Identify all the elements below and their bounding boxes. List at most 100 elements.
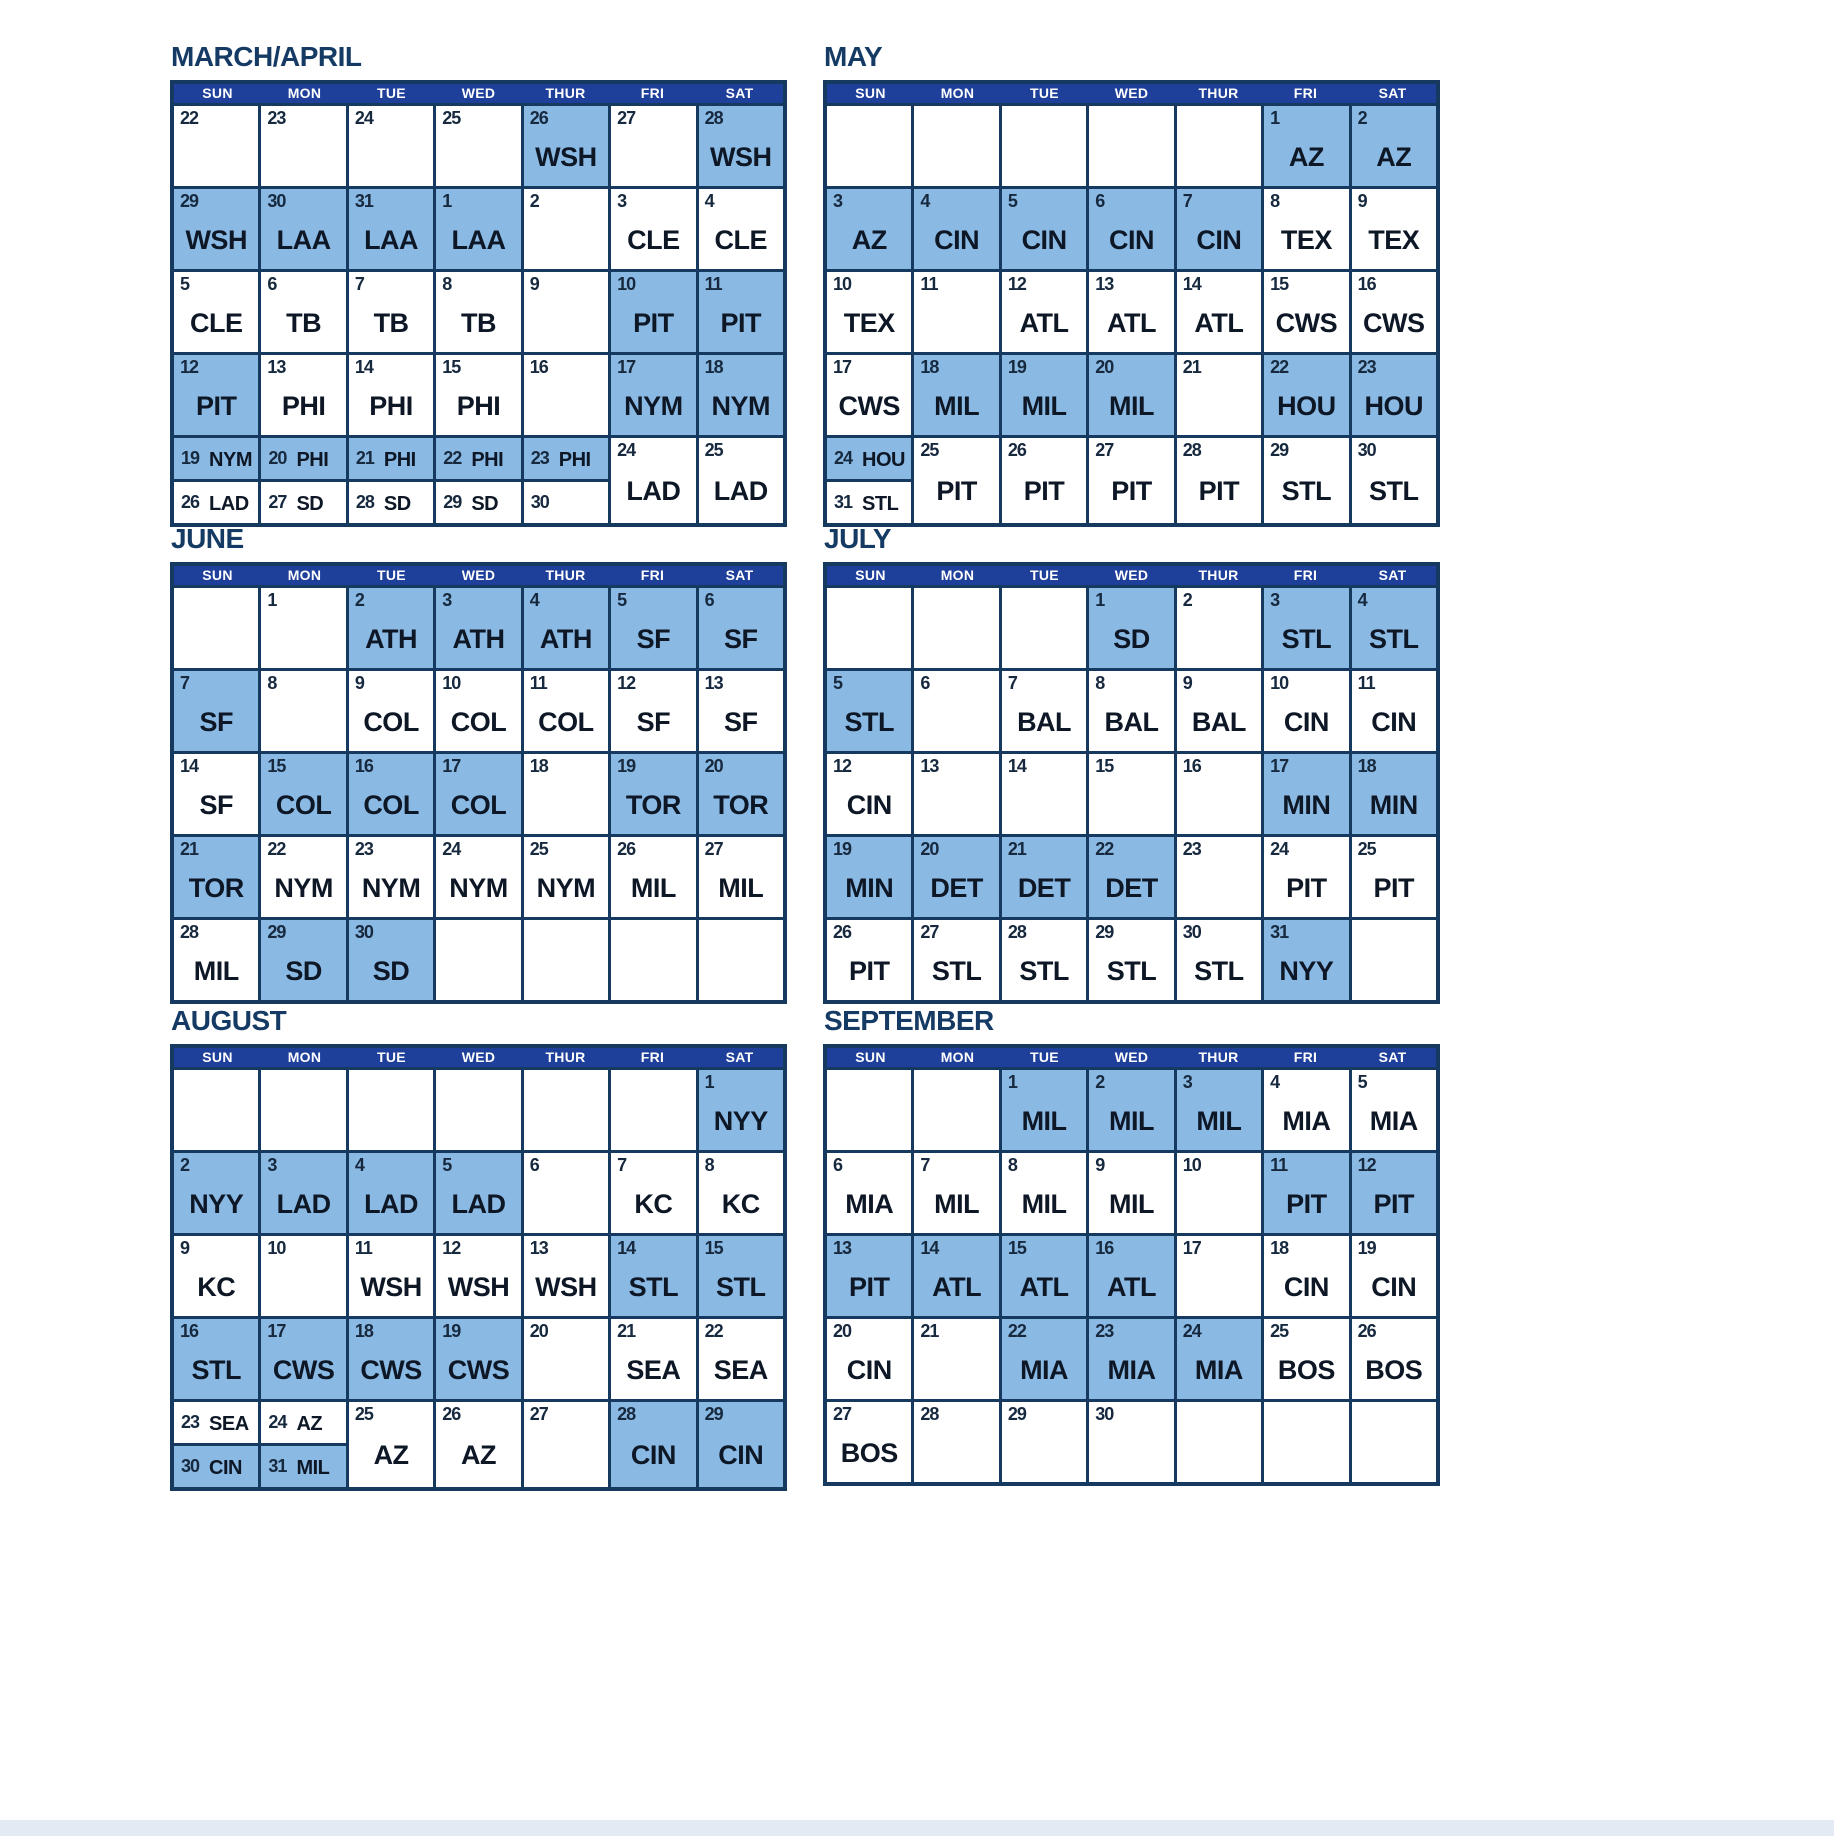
weekday-label: WED xyxy=(461,85,496,101)
opponent-abbr: CLE xyxy=(714,224,768,255)
calendar-day-cell: 6 SF xyxy=(698,588,783,668)
day-number: 15 xyxy=(1095,756,1114,776)
opponent-abbr: MIA xyxy=(1107,1354,1156,1385)
opponent-abbr: NYM xyxy=(449,872,508,903)
calendar-day-cell: 15 COL xyxy=(261,754,346,834)
weekday-label: WED xyxy=(461,1049,496,1065)
opponent-abbr xyxy=(524,778,608,832)
calendar-day-cell: 29 WSH xyxy=(174,189,259,269)
opponent-abbr xyxy=(914,296,998,350)
day-number: 28 xyxy=(1007,922,1027,942)
day-number: 29 xyxy=(1270,440,1289,460)
calendar-day-half: 19 NYM xyxy=(174,438,259,479)
calendar-day-cell: 16 xyxy=(523,355,609,435)
opponent-abbr: WSH xyxy=(535,1271,597,1302)
calendar-day-cell: 1 SD xyxy=(1089,588,1174,668)
calendar-day-cell xyxy=(436,1070,521,1150)
weekday-label: THUR xyxy=(545,567,586,583)
opponent-abbr xyxy=(914,1094,998,1148)
calendar-day-cell: 3 LAD xyxy=(261,1153,346,1233)
opponent-abbr xyxy=(1352,1426,1436,1480)
opponent-abbr: CIN xyxy=(846,789,893,820)
day-number: 17 xyxy=(267,1321,286,1341)
opponent-abbr: KC xyxy=(721,1188,761,1219)
day-number: 20 xyxy=(833,1321,852,1341)
calendar-day-cell: 17 CWS xyxy=(261,1319,346,1399)
opponent-abbr: MIL xyxy=(1108,390,1155,421)
opponent-abbr: MIL xyxy=(718,872,764,903)
opponent-abbr: BAL xyxy=(1104,706,1159,737)
opponent-abbr: HOU xyxy=(862,449,905,471)
calendar-day-cell: 19 CIN xyxy=(1351,1236,1436,1316)
day-number: 27 xyxy=(268,492,287,512)
opponent-abbr: LAA xyxy=(451,224,506,255)
day-number: 16 xyxy=(529,357,549,377)
calendar-day-cell: 31 NYY xyxy=(1264,920,1349,1000)
day-number: 18 xyxy=(1357,756,1377,776)
day-number: 26 xyxy=(529,108,549,128)
opponent-abbr xyxy=(699,944,783,998)
calendar-day-cell: 18 CWS xyxy=(348,1319,434,1399)
opponent-abbr: WSH xyxy=(185,224,247,255)
day-number: 13 xyxy=(529,1238,549,1258)
day-number: 17 xyxy=(833,357,852,377)
calendar-day-cell: 27 xyxy=(523,1402,609,1487)
opponent-abbr: KC xyxy=(634,1188,673,1219)
opponent-abbr: BOS xyxy=(840,1437,899,1468)
calendar-day-cell: 24 MIA xyxy=(1176,1319,1262,1399)
opponent-abbr: ATL xyxy=(1194,307,1244,338)
day-number: 7 xyxy=(617,1155,627,1175)
opponent-abbr: COL xyxy=(450,706,507,737)
calendar-day-cell xyxy=(523,920,609,1000)
day-number: 24 xyxy=(834,448,853,468)
opponent-abbr: STL xyxy=(191,1354,241,1385)
weekday-label: WED xyxy=(1114,567,1149,583)
calendar-day-cell: 5 LAD xyxy=(436,1153,521,1233)
calendar-day-cell: 3 CLE xyxy=(611,189,696,269)
calendar-day-cell: 22 NYM xyxy=(261,837,346,917)
day-number: 7 xyxy=(180,673,190,693)
calendar-day-cell: 23 NYM xyxy=(348,837,434,917)
calendar-grid: SUN MON TUE WED THUR FRI SAT 1 SD 2 3 STL 4 STL 5 STL 6 7… xyxy=(823,562,1440,1004)
calendar-day-cell: 25 xyxy=(436,106,521,186)
calendar-day-cell: 18 MIL xyxy=(914,355,999,435)
day-number: 26 xyxy=(1357,1321,1377,1341)
calendar-day-cell: 18 CIN xyxy=(1264,1236,1349,1316)
opponent-abbr xyxy=(1002,130,1086,184)
opponent-abbr xyxy=(827,612,911,666)
day-number: 4 xyxy=(1270,1072,1280,1092)
day-number: 20 xyxy=(704,756,724,776)
opponent-abbr: HOU xyxy=(1364,390,1424,421)
day-number: 5 xyxy=(1007,191,1018,211)
day-number: 28 xyxy=(180,922,199,942)
day-number: 26 xyxy=(181,492,200,512)
calendar-day-cell: 30 SD xyxy=(348,920,434,1000)
calendar-day-cell: 28 WSH xyxy=(698,106,783,186)
calendar-day-cell: 14 PHI xyxy=(348,355,434,435)
calendar-day-half: 23 PHI xyxy=(523,438,609,479)
day-number: 2 xyxy=(529,191,540,211)
day-number: 31 xyxy=(1270,922,1289,942)
calendar-day-cell: 12 WSH xyxy=(436,1236,521,1316)
calendar-day-cell: 5 SF xyxy=(611,588,696,668)
opponent-abbr: MIL xyxy=(934,1188,980,1219)
opponent-abbr xyxy=(827,1094,911,1148)
weekday-header-bar: SUN MON TUE WED THUR FRI SAT xyxy=(174,84,783,103)
day-number: 23 xyxy=(1095,1321,1114,1341)
opponent-abbr xyxy=(611,944,695,998)
opponent-abbr xyxy=(1177,861,1261,915)
calendar-day-cell xyxy=(698,920,783,1000)
calendar-day-half: 31 STL xyxy=(827,482,912,523)
calendar-day-cell: 5 CIN xyxy=(1001,189,1087,269)
month-title: JULY xyxy=(824,523,892,554)
day-number: 30 xyxy=(1357,440,1377,460)
day-number: 15 xyxy=(1270,274,1289,294)
calendar-day-cell: 8 TEX xyxy=(1264,189,1349,269)
day-number: 10 xyxy=(1270,673,1289,693)
day-number: 15 xyxy=(1007,1238,1027,1258)
calendar-day-cell: 17 COL xyxy=(436,754,521,834)
day-number: 26 xyxy=(617,839,636,859)
day-number: 16 xyxy=(1182,756,1202,776)
opponent-abbr: MIA xyxy=(1369,1105,1419,1136)
day-number: 22 xyxy=(1007,1321,1027,1341)
